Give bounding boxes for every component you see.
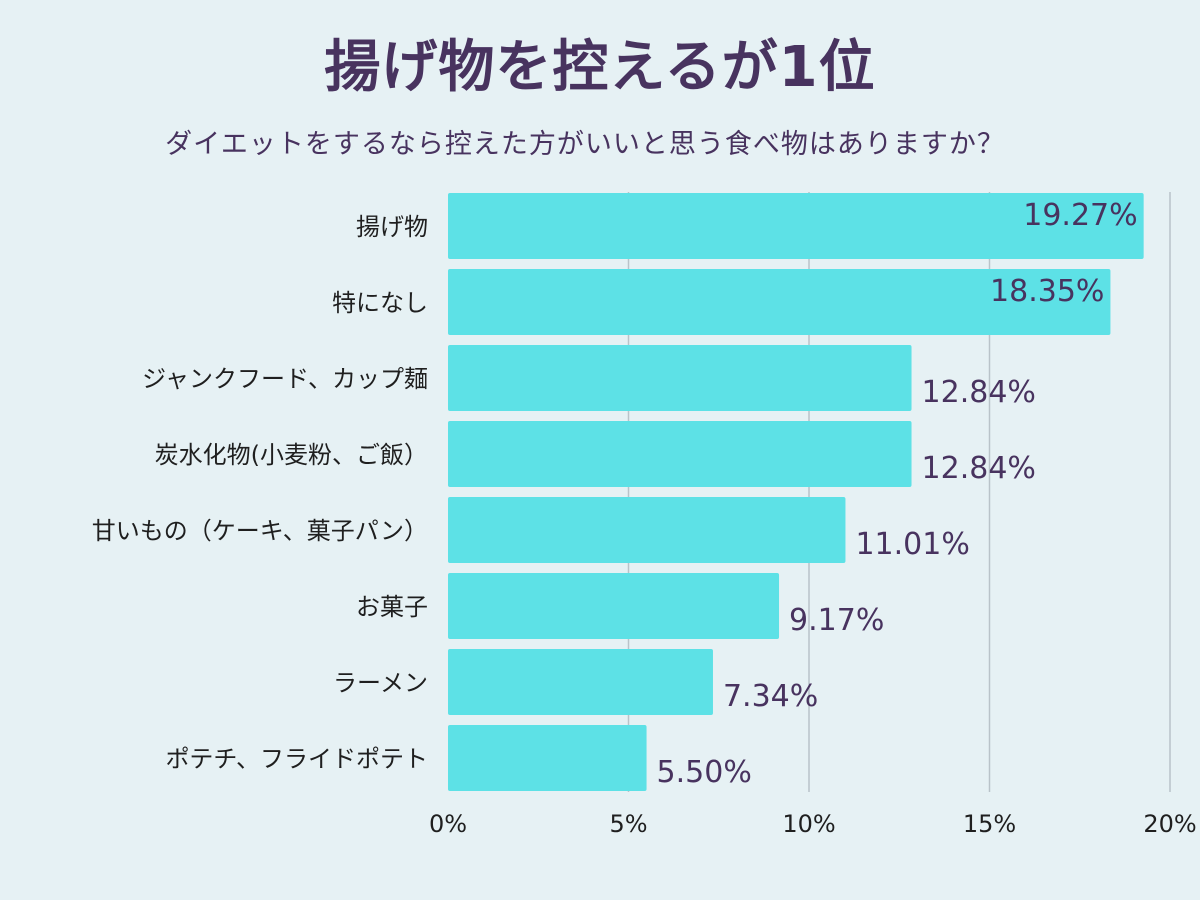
bar: [448, 497, 846, 563]
chart-subtitle: ダイエットをするなら控えた方がいいと思う食べ物はありますか？: [165, 129, 1005, 160]
category-label: 特になし: [332, 289, 428, 317]
value-label: 11.01%: [855, 527, 969, 562]
chart-title: 揚げ物を控えるが1位: [324, 35, 876, 100]
value-label: 12.84%: [922, 375, 1036, 410]
category-label: ラーメン: [333, 669, 428, 697]
category-label: ポテチ、フライドポテト: [165, 745, 428, 773]
x-tick-label: 0%: [429, 810, 467, 838]
x-tick-label: 5%: [609, 810, 647, 838]
category-label: 甘いもの（ケーキ、菓子パン）: [92, 517, 428, 545]
x-tick-label: 20%: [1143, 810, 1196, 838]
value-labels: 19.27% 18.35% 12.84% 12.84% 11.01% 9.17% 7.34%…: [657, 198, 1138, 790]
category-label: 炭水化物(小麦粉、ご飯）: [155, 441, 428, 469]
bar: [448, 725, 647, 791]
bar: [448, 345, 912, 411]
value-label: 12.84%: [922, 451, 1036, 486]
x-tick-label: 10%: [782, 810, 835, 838]
x-tick-label: 15%: [963, 810, 1016, 838]
value-label: 19.27%: [1023, 198, 1137, 233]
value-label: 9.17%: [789, 603, 884, 638]
bar: [448, 573, 780, 639]
bar: [448, 269, 1111, 335]
value-label: 7.34%: [723, 679, 818, 714]
value-label: 5.50%: [657, 755, 752, 790]
bar: [448, 649, 713, 715]
x-axis-tick-labels: 0% 5% 10% 15% 20%: [429, 810, 1197, 838]
value-label: 18.35%: [990, 274, 1104, 309]
bars: [448, 193, 1144, 791]
category-label: ジャンクフード、カップ麺: [142, 365, 428, 393]
bar: [448, 193, 1144, 259]
category-label: お菓子: [356, 593, 428, 621]
category-label: 揚げ物: [356, 213, 428, 241]
bar: [448, 421, 912, 487]
